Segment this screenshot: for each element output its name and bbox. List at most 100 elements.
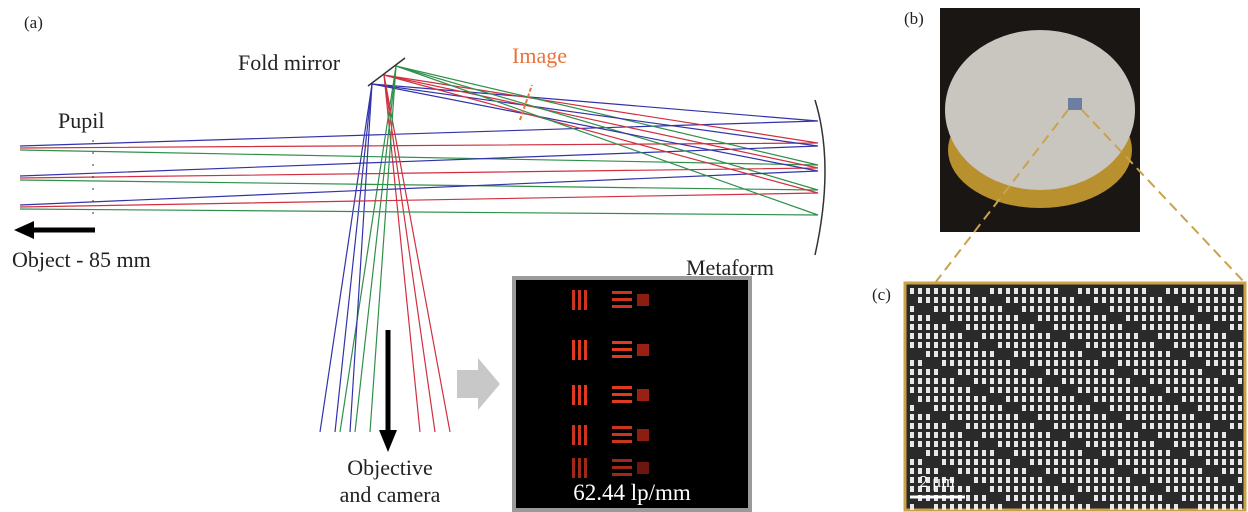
pillar [1206,441,1210,447]
pillar [958,351,962,357]
pillar [942,351,946,357]
pillar [1022,297,1026,303]
pillar [1190,333,1194,339]
bar [637,294,649,306]
pillar [942,423,946,429]
bar [612,433,632,436]
pillar [974,423,978,429]
pillar [910,333,914,339]
pillar [918,360,922,366]
pillar [1150,396,1154,402]
pillar [1126,405,1130,411]
pillar [1150,459,1154,465]
pillar [1110,405,1114,411]
pillar [1006,477,1010,483]
pillar [1094,423,1098,429]
pillar [934,423,938,429]
pillar [974,441,978,447]
pillar [1174,342,1178,348]
pillar [942,360,946,366]
pillar [1118,450,1122,456]
pillar [1078,288,1082,294]
panel-label: (b) [904,9,924,28]
pillar [974,459,978,465]
pillar [1174,486,1178,492]
pillar [1006,360,1010,366]
pillar [1086,360,1090,366]
pillar [1198,468,1202,474]
pillar [926,441,930,447]
pillar [1230,405,1234,411]
pillar [1046,495,1050,501]
pillar [1102,495,1106,501]
pillar [1110,504,1114,510]
pillar [1062,450,1066,456]
pillar [1046,360,1050,366]
pillar [1126,387,1130,393]
pillar [1022,432,1026,438]
label: Object - 85 mm [12,247,151,272]
pillar [1118,495,1122,501]
pillar [1118,297,1122,303]
bar [578,385,581,405]
pillar [1086,324,1090,330]
pillar [998,369,1002,375]
pillar [990,315,994,321]
pillar [1166,324,1170,330]
pillar [1086,468,1090,474]
pillar [1174,369,1178,375]
pillar [1038,333,1042,339]
pillar [1118,486,1122,492]
pillar [1014,288,1018,294]
pillar [966,387,970,393]
pillar [1198,495,1202,501]
pillar [1038,288,1042,294]
bar [612,426,632,429]
pillar [1062,441,1066,447]
pillar [1006,396,1010,402]
pillar [1166,468,1170,474]
pillar [1198,324,1202,330]
pillar [1190,414,1194,420]
pillar [1166,459,1170,465]
pillar [1006,432,1010,438]
pillar [974,342,978,348]
pillar [1174,378,1178,384]
pillar [1046,396,1050,402]
pillar [1158,351,1162,357]
pillar [990,459,994,465]
pillar [1102,396,1106,402]
pillar [982,405,986,411]
bar [612,466,632,469]
pillar [918,333,922,339]
pillar [1022,495,1026,501]
pillar [958,297,962,303]
pillar [1166,378,1170,384]
pillar [1230,495,1234,501]
bar [612,291,632,294]
pillar [1030,396,1034,402]
pillar [1198,504,1202,510]
pillar [998,414,1002,420]
pillar [910,306,914,312]
pillar [1022,504,1026,510]
pillar [1006,333,1010,339]
pillar [950,414,954,420]
pillar [1214,387,1218,393]
pillar [1182,369,1186,375]
pillar [1166,369,1170,375]
pillar [1230,414,1234,420]
pillar [1214,297,1218,303]
pillar [1158,468,1162,474]
pillar [1198,441,1202,447]
pillar [1134,495,1138,501]
pillar [974,360,978,366]
pillar [1126,342,1130,348]
pillar [1030,450,1034,456]
pillar [1238,378,1242,384]
pillar [1038,315,1042,321]
pillar [990,432,994,438]
pillar [1222,387,1226,393]
pillar [1134,468,1138,474]
pillar [1054,504,1058,510]
